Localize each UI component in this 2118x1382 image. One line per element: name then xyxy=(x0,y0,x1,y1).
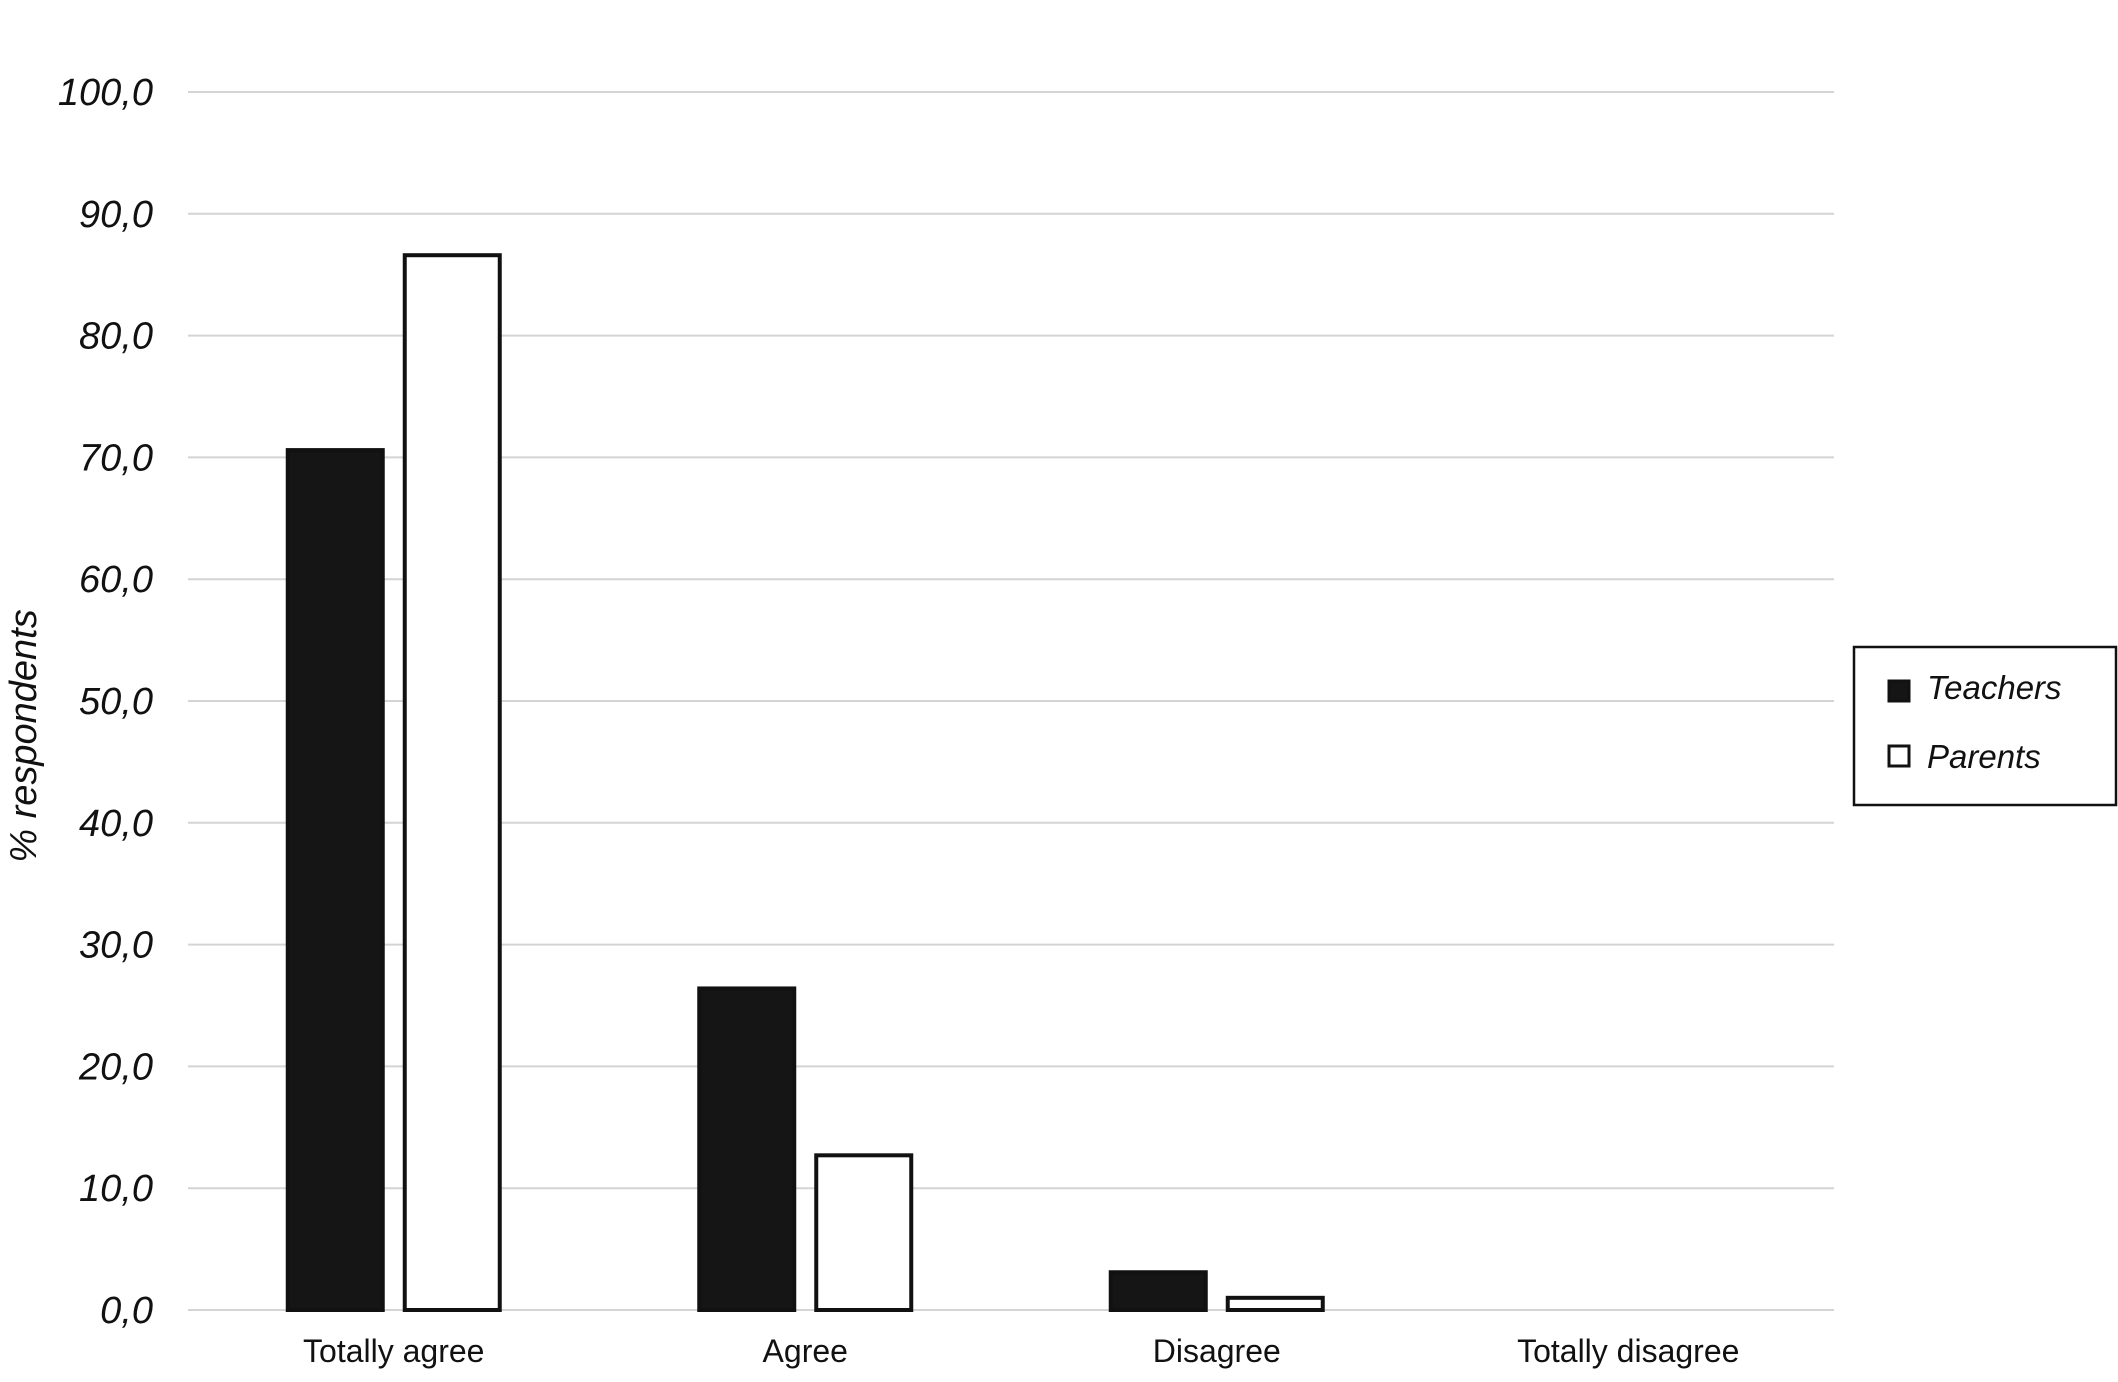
legend-label-teachers: Teachers xyxy=(1927,669,2062,706)
y-tick-labels: 0,0 10,0 20,0 30,0 40,0 50,0 60,0 70,0 80,0 90,0 1… xyxy=(58,72,153,1332)
y-tick-label: 20,0 xyxy=(78,1046,153,1088)
legend: Teachers Parents xyxy=(1852,645,2118,807)
bar-parents-totally-agree xyxy=(402,253,502,1312)
x-category-label: Totally disagree xyxy=(1517,1333,1739,1369)
x-category-label: Agree xyxy=(763,1333,848,1369)
y-tick-label: 30,0 xyxy=(79,925,153,967)
bar-teachers-totally-agree xyxy=(285,448,385,1313)
category-labels: Totally agree Agree Disagree Totally disagr… xyxy=(303,1333,1739,1369)
y-tick-label: 10,0 xyxy=(79,1168,153,1210)
legend-label-parents: Parents xyxy=(1927,738,2041,775)
bar-teachers-agree xyxy=(697,986,797,1312)
x-category-label: Disagree xyxy=(1153,1333,1281,1369)
y-tick-label: 40,0 xyxy=(79,803,153,845)
bars xyxy=(285,253,1325,1313)
y-tick-label: 70,0 xyxy=(79,437,153,479)
x-category-label: Totally agree xyxy=(303,1333,484,1369)
bar-parents-agree xyxy=(814,1153,914,1312)
bar-parents-disagree xyxy=(1225,1295,1325,1312)
y-tick-label: 60,0 xyxy=(79,559,153,601)
legend-swatch-teachers xyxy=(1887,679,1911,703)
y-tick-label: 80,0 xyxy=(79,316,153,358)
y-tick-label: 0,0 xyxy=(100,1290,153,1332)
y-tick-label: 100,0 xyxy=(58,72,153,114)
legend-box xyxy=(1852,645,2118,807)
bar-teachers-disagree xyxy=(1108,1270,1208,1312)
y-axis-title: % respondents xyxy=(3,609,45,863)
y-tick-label: 90,0 xyxy=(79,194,153,236)
legend-swatch-parents xyxy=(1887,744,1911,768)
y-tick-label: 50,0 xyxy=(79,681,153,723)
